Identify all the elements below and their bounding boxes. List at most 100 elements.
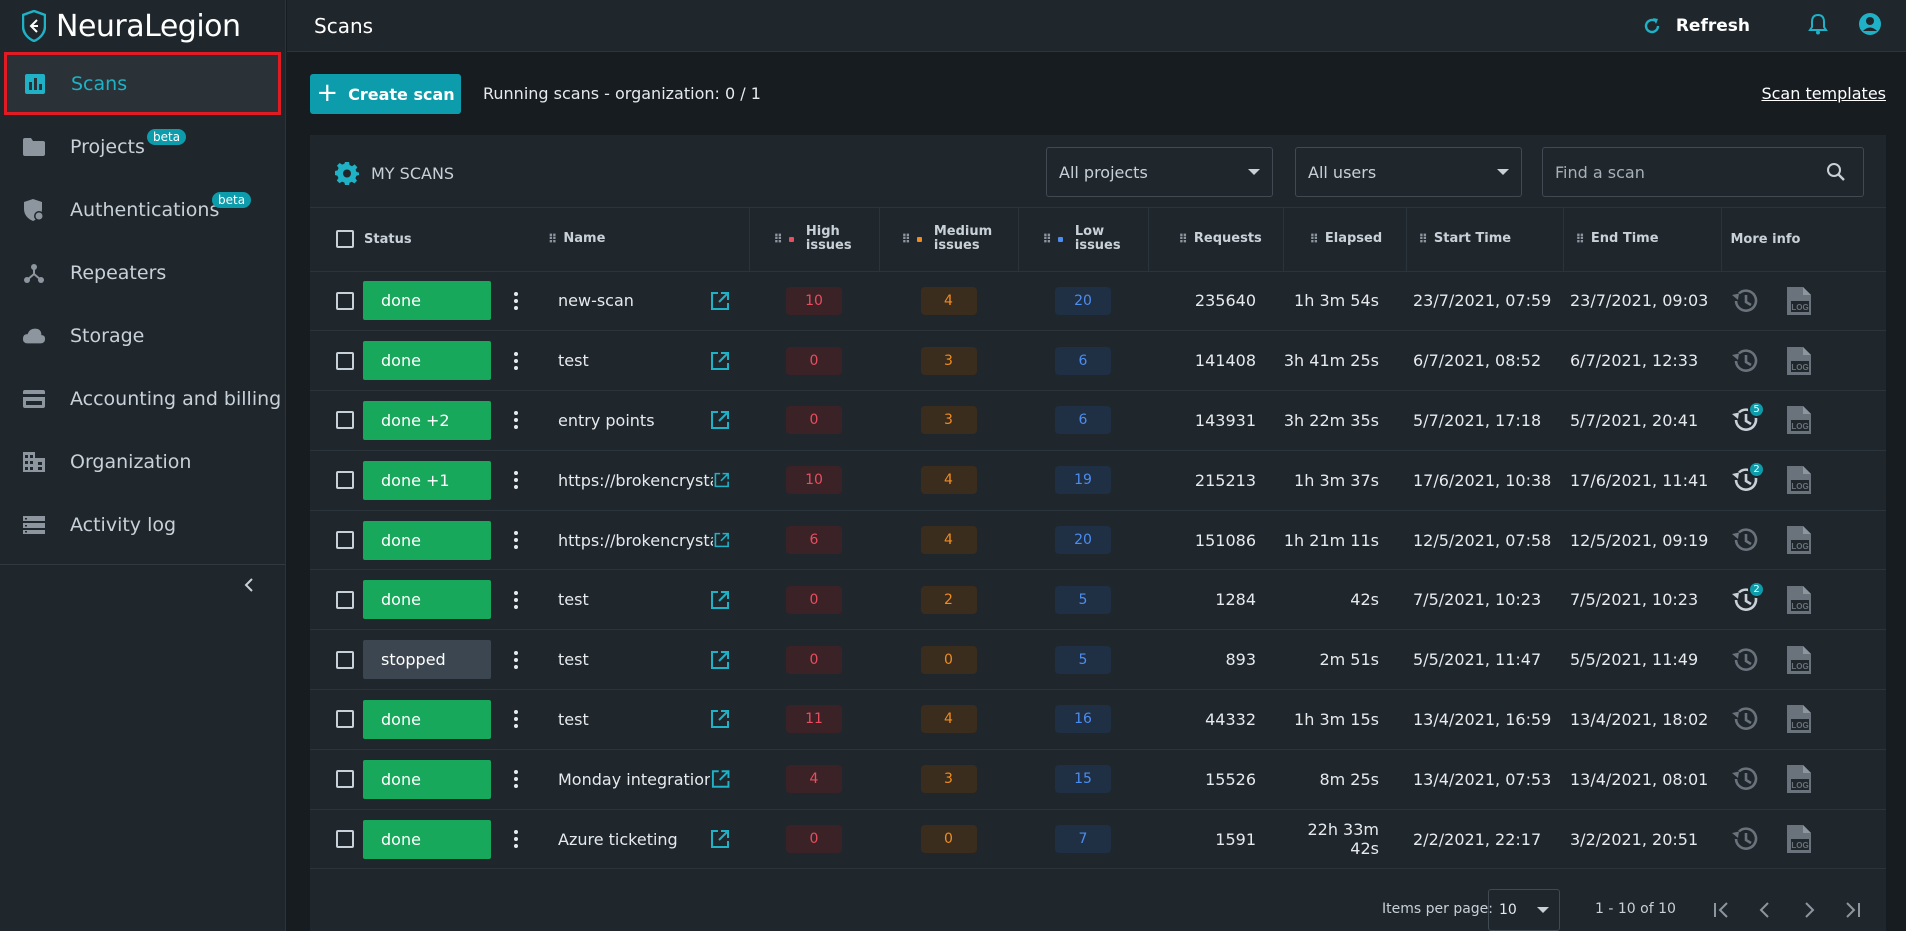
row-actions-menu-icon[interactable]	[506, 291, 526, 310]
log-file-icon[interactable]: LOG	[1785, 285, 1813, 317]
row-actions-menu-icon[interactable]	[506, 830, 526, 849]
scan-history-icon[interactable]	[1729, 285, 1761, 317]
log-file-icon[interactable]: LOG	[1785, 763, 1813, 795]
table-row[interactable]: done +2 entry points 0 3 6 143931 3h 22m…	[310, 390, 1886, 451]
column-header-name[interactable]: ⠿ Name	[548, 208, 749, 272]
refresh-button[interactable]: Refresh	[1642, 16, 1750, 36]
row-checkbox[interactable]	[336, 411, 354, 430]
row-checkbox[interactable]	[336, 471, 354, 490]
sidebar-item-activity-log[interactable]: Activity log	[0, 493, 285, 556]
status-badge[interactable]: done	[363, 759, 491, 799]
column-header-requests[interactable]: ⠿ Requests	[1147, 208, 1283, 272]
scan-history-icon[interactable]: 2	[1729, 461, 1765, 496]
open-external-icon[interactable]	[709, 350, 731, 372]
table-row[interactable]: done Azure ticketing 0 0 7 1591 22h 33m …	[310, 809, 1886, 870]
open-external-icon[interactable]	[709, 290, 731, 312]
drag-handle-icon[interactable]: ⠿	[1309, 231, 1319, 246]
open-external-icon[interactable]	[709, 649, 731, 671]
column-header-high-issues[interactable]: ⠿ High issues	[748, 208, 879, 272]
scan-history-icon[interactable]: 2	[1729, 580, 1765, 616]
sidebar-item-organization[interactable]: Organization	[0, 430, 285, 493]
drag-handle-icon[interactable]: ⠿	[548, 231, 557, 246]
scan-history-icon[interactable]	[1729, 524, 1761, 556]
row-checkbox[interactable]	[336, 590, 354, 609]
row-checkbox[interactable]	[336, 351, 354, 370]
open-external-icon[interactable]	[710, 768, 731, 790]
drag-handle-icon[interactable]: ⠿	[901, 231, 911, 246]
select-all-checkbox[interactable]	[336, 230, 354, 249]
row-actions-menu-icon[interactable]	[506, 351, 526, 370]
scan-name[interactable]: https://brokencrystals.…	[558, 530, 713, 550]
row-actions-menu-icon[interactable]	[506, 770, 526, 789]
open-external-icon[interactable]	[709, 708, 731, 730]
next-page-icon[interactable]	[1796, 897, 1822, 923]
open-external-icon[interactable]	[709, 828, 731, 850]
scan-history-icon[interactable]	[1729, 703, 1761, 735]
scan-name[interactable]: Monday integration	[558, 769, 710, 789]
status-badge[interactable]: done	[363, 699, 491, 739]
drag-handle-icon[interactable]: ⠿	[1042, 231, 1052, 246]
scan-name[interactable]: Azure ticketing	[558, 829, 678, 849]
log-file-icon[interactable]: LOG	[1785, 404, 1813, 436]
row-actions-menu-icon[interactable]	[506, 590, 526, 609]
log-file-icon[interactable]: LOG	[1785, 345, 1813, 377]
table-row[interactable]: done new-scan 10 4 20 235640 1h 3m 54s 2…	[310, 271, 1886, 332]
status-badge[interactable]: done	[363, 281, 491, 321]
scan-name[interactable]: test	[558, 351, 589, 371]
table-row[interactable]: done Monday integration 4 3 15 15526 8m …	[310, 749, 1886, 810]
scan-history-icon[interactable]	[1729, 644, 1761, 676]
column-header-start-time[interactable]: ⠿ Start Time	[1405, 208, 1563, 272]
column-header-elapsed[interactable]: ⠿ Elapsed	[1282, 208, 1406, 272]
my-scans-settings[interactable]: MY SCANS	[335, 161, 454, 185]
scan-history-icon[interactable]: 5	[1729, 401, 1765, 436]
log-file-icon[interactable]: LOG	[1785, 524, 1813, 556]
projects-filter-select[interactable]: All projects	[1046, 147, 1273, 197]
status-badge[interactable]: done	[363, 341, 491, 381]
search-icon[interactable]	[1826, 162, 1846, 182]
drag-handle-icon[interactable]: ⠿	[1418, 231, 1428, 246]
table-row[interactable]: done https://brokencrystals.… 6 4 20 151…	[310, 510, 1886, 571]
notifications-bell-icon[interactable]	[1808, 13, 1828, 39]
previous-page-icon[interactable]	[1752, 897, 1778, 923]
first-page-icon[interactable]	[1708, 897, 1734, 923]
status-badge[interactable]: done	[363, 819, 491, 859]
drag-handle-icon[interactable]: ⠿	[1575, 231, 1585, 246]
row-actions-menu-icon[interactable]	[506, 411, 526, 430]
brand-logo[interactable]: NeuraLegion	[0, 0, 285, 52]
status-badge[interactable]: done	[363, 520, 491, 560]
drag-handle-icon[interactable]: ⠿	[773, 231, 783, 246]
status-badge[interactable]: done +1	[363, 460, 491, 500]
scan-name[interactable]: test	[558, 650, 589, 670]
create-scan-button[interactable]: + Create scan	[310, 74, 461, 114]
table-row[interactable]: done test 0 2 5 1284 42s 7/5/2021, 10:23…	[310, 569, 1886, 631]
log-file-icon[interactable]: LOG	[1785, 584, 1813, 616]
scan-name[interactable]: test	[558, 709, 589, 729]
table-row[interactable]: done test 11 4 16 44332 1h 3m 15s 13/4/2…	[310, 689, 1886, 750]
scan-history-icon[interactable]	[1729, 345, 1761, 377]
log-file-icon[interactable]: LOG	[1785, 703, 1813, 735]
row-actions-menu-icon[interactable]	[506, 471, 526, 490]
row-actions-menu-icon[interactable]	[506, 531, 526, 550]
row-actions-menu-icon[interactable]	[506, 710, 526, 729]
items-per-page-select[interactable]: 10	[1488, 889, 1560, 931]
row-checkbox[interactable]	[336, 830, 354, 849]
sidebar-item-storage[interactable]: Storage	[0, 304, 285, 367]
column-header-low-issues[interactable]: ⠿ Low issues	[1017, 208, 1148, 272]
status-badge[interactable]: stopped	[363, 640, 491, 680]
scan-history-icon[interactable]	[1729, 763, 1761, 795]
scan-name[interactable]: test	[558, 590, 589, 610]
log-file-icon[interactable]: LOG	[1785, 644, 1813, 676]
table-row[interactable]: done +1 https://brokencrystals.… 10 4 19…	[310, 450, 1886, 511]
row-checkbox[interactable]	[336, 650, 354, 669]
scan-templates-link[interactable]: Scan templates	[1761, 84, 1886, 103]
find-scan-input[interactable]	[1542, 147, 1864, 197]
scan-name[interactable]: entry points	[558, 410, 655, 430]
sidebar-item-scans[interactable]: Scans	[4, 52, 281, 115]
last-page-icon[interactable]	[1840, 897, 1866, 923]
log-file-icon[interactable]: LOG	[1785, 823, 1813, 855]
sidebar-item-projects[interactable]: Projects beta	[0, 115, 285, 178]
status-badge[interactable]: done	[363, 580, 491, 620]
open-external-icon[interactable]	[713, 469, 731, 491]
row-actions-menu-icon[interactable]	[506, 650, 526, 669]
scan-history-icon[interactable]	[1729, 823, 1761, 855]
